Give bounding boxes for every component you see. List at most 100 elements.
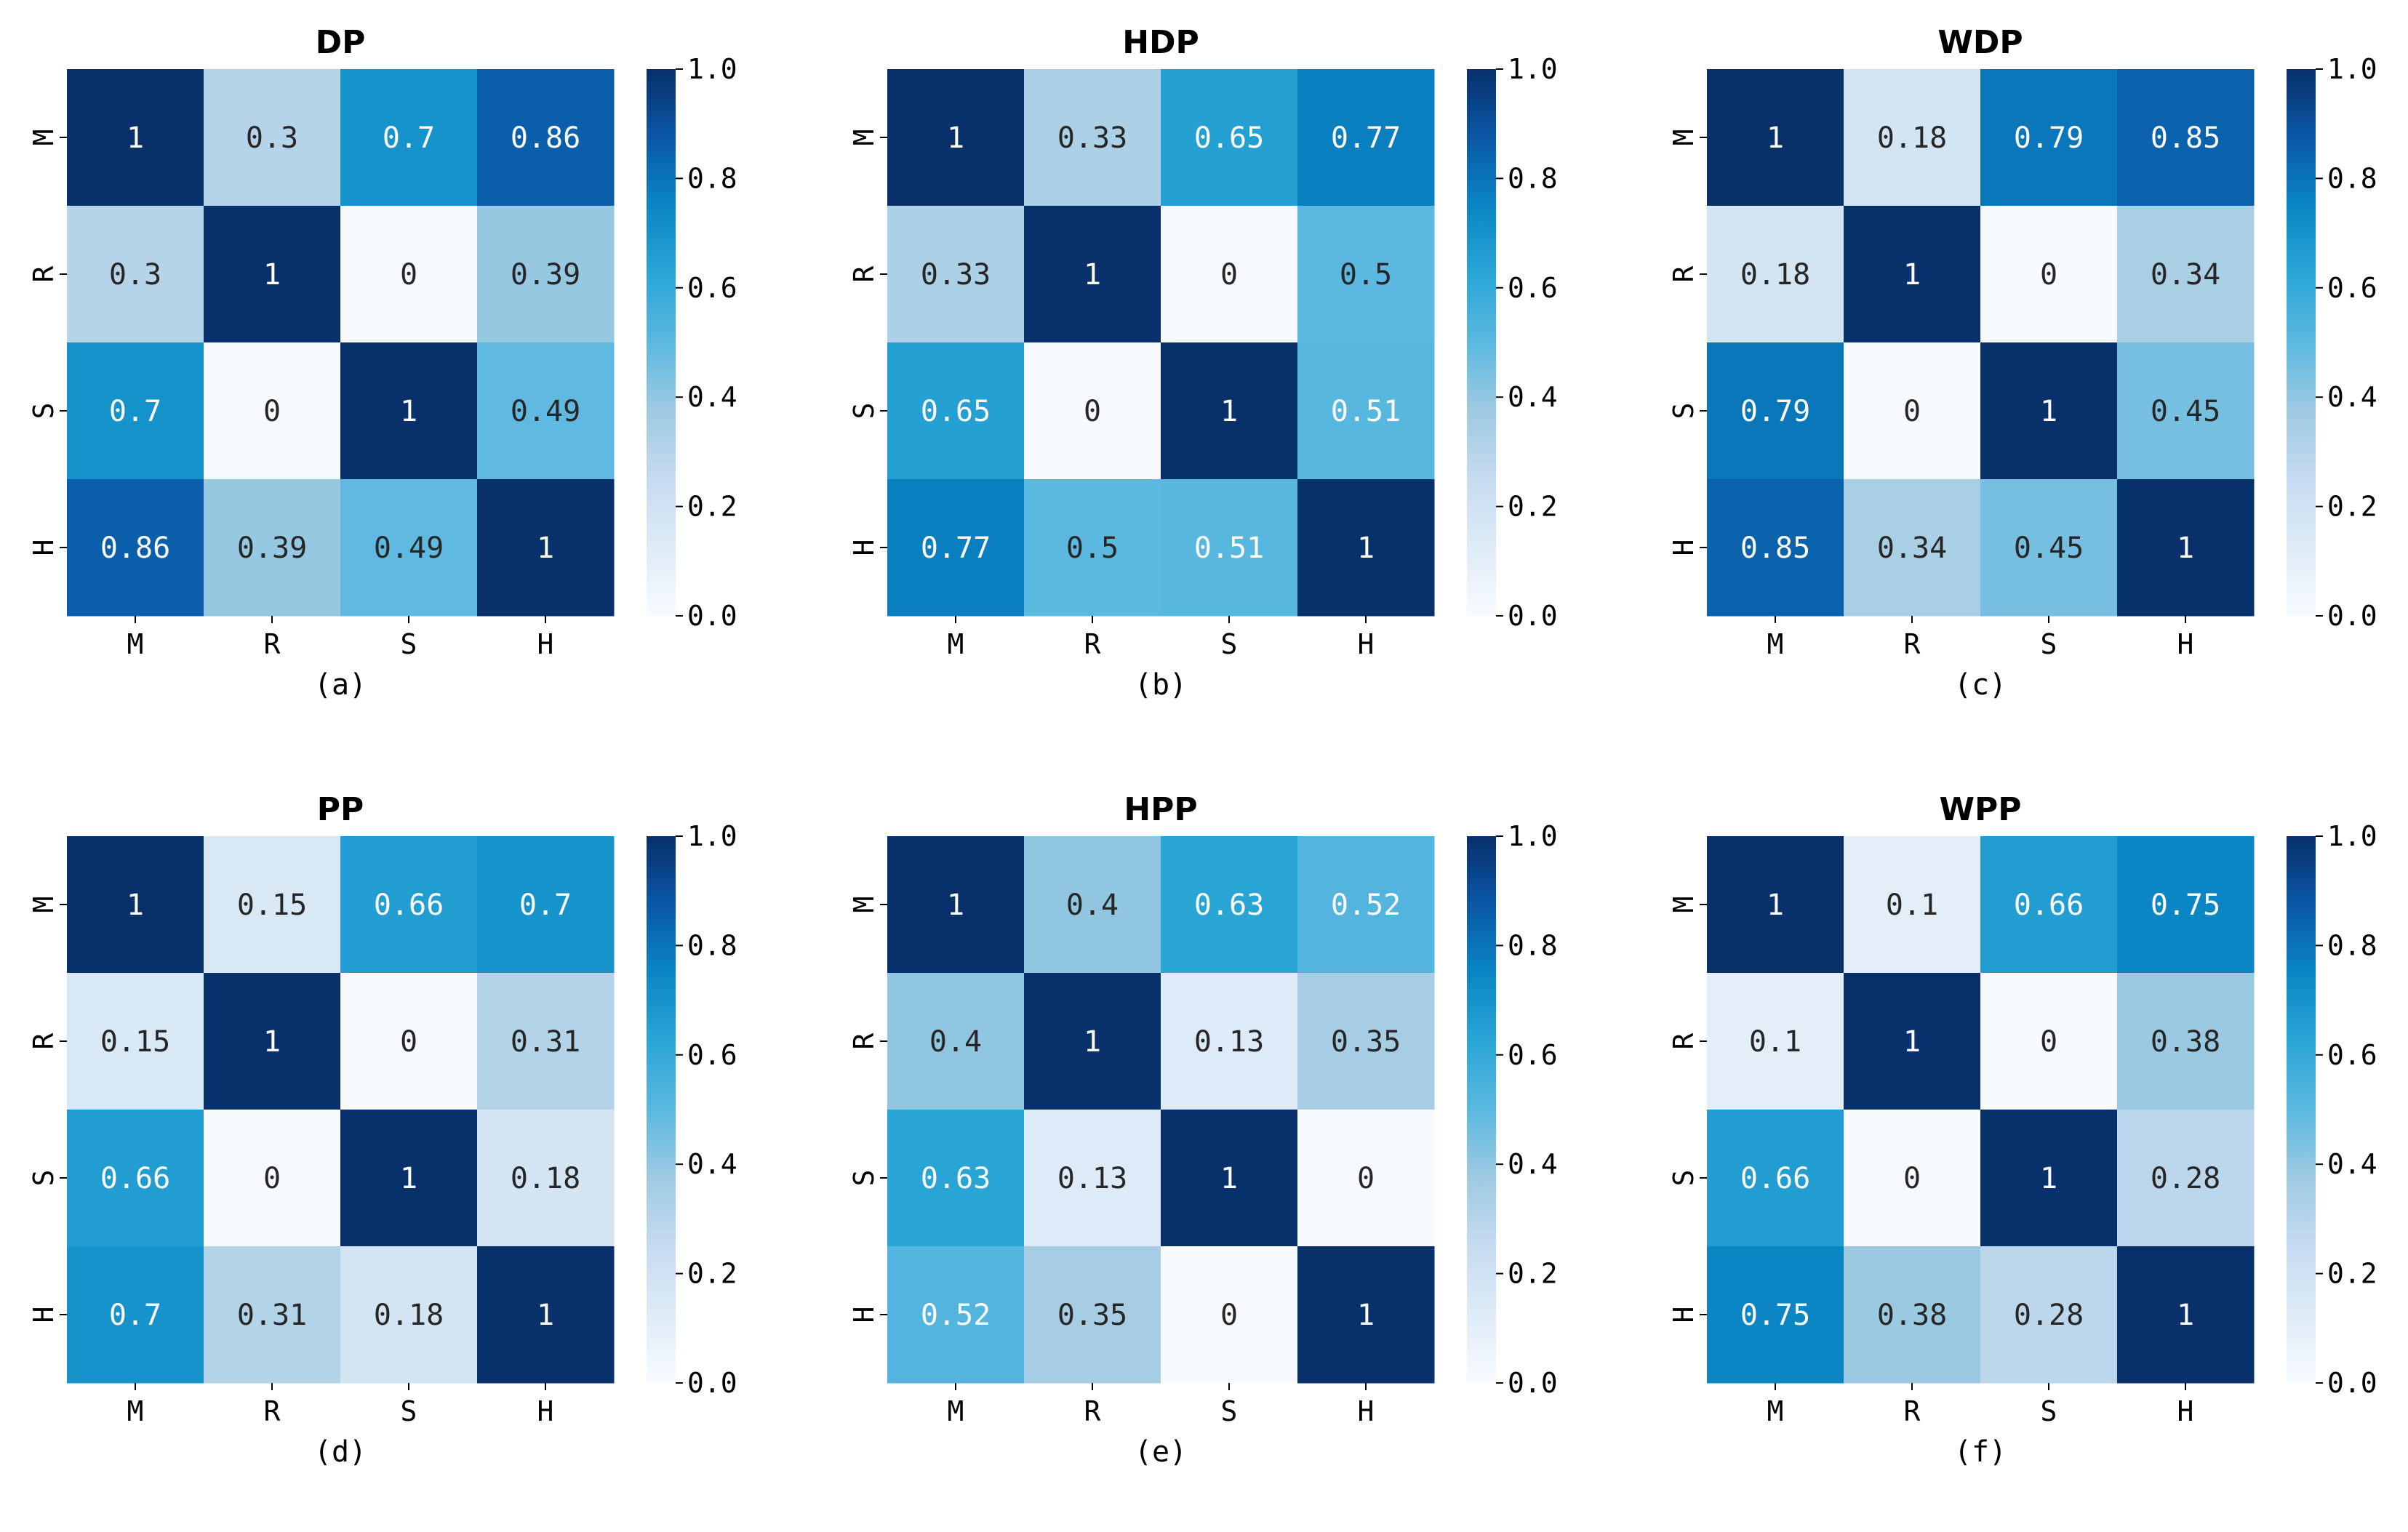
heatmap-cell <box>2117 973 2255 1110</box>
x-tick-label: S <box>401 1395 417 1427</box>
heatmap-cell <box>1980 342 2118 480</box>
x-tick-label: S <box>2041 1395 2057 1427</box>
heatmap-panel-c: WDP 1 0.18 0.79 0.85 0.18 1 0 0.34 0.79 0 1 0.45 0.85… <box>1668 24 2377 702</box>
heatmap-cell <box>887 973 1025 1110</box>
y-tick-label: H <box>848 540 880 556</box>
colorbar-tick-label: 0.2 <box>2327 1258 2377 1290</box>
heatmap-cell <box>340 206 478 343</box>
cell-value-label: 0.4 <box>929 1025 982 1059</box>
cell-value-label: 1 <box>2177 1299 2194 1332</box>
heatmap-cell <box>1297 342 1435 480</box>
colorbar-tick-label: 0.8 <box>687 162 737 194</box>
y-tick-label: S <box>28 1170 60 1187</box>
y-tick-label: M <box>28 129 60 146</box>
heatmap-cell <box>1161 1246 1298 1384</box>
heatmap-cell <box>1707 69 1844 206</box>
cell-value-label: 0 <box>1220 1299 1238 1332</box>
x-tick-label: R <box>1084 628 1101 660</box>
cell-value-label: 0.13 <box>1057 1162 1127 1195</box>
cell-value-label: 0.3 <box>246 121 298 155</box>
heatmap-cell <box>1297 206 1435 343</box>
cell-value-label: 0.86 <box>511 121 580 155</box>
x-tick-label: S <box>1221 1395 1238 1427</box>
colorbar-tick-label: 1.0 <box>687 53 737 85</box>
y-tick-label: S <box>1668 403 1700 420</box>
x-tick-label: H <box>537 628 554 660</box>
heatmap-panel-a: DP 1 0.3 0.7 0.86 0.3 1 0 0.39 0.7 0 1 0.49 0.86 0.39 0… <box>28 24 737 702</box>
colorbar-tick-label: 1.0 <box>687 820 737 852</box>
cell-value-label: 1 <box>127 889 144 922</box>
cell-value-label: 0.4 <box>1066 889 1119 922</box>
colorbar-tick-label: 0.2 <box>1508 1258 1558 1290</box>
cell-value-label: 1 <box>127 121 144 155</box>
cell-value-label: 0.65 <box>1194 121 1264 155</box>
y-tick-label: R <box>848 1032 880 1049</box>
colorbar-tick-label: 0.2 <box>1508 491 1558 523</box>
x-tick-label: M <box>127 628 144 660</box>
heatmap-cell <box>340 973 478 1110</box>
heatmap-cell <box>204 836 341 974</box>
heatmap-cell <box>477 69 615 206</box>
cell-value-label: 1 <box>1767 889 1784 922</box>
cell-value-label: 0.79 <box>1740 395 1810 428</box>
heatmap-cell <box>1707 1110 1844 1247</box>
subplot-label: (c) <box>1954 668 2007 702</box>
y-tick-label: R <box>28 265 60 282</box>
colorbar-tick-label: 1.0 <box>1508 820 1558 852</box>
cell-value-label: 1 <box>1220 1162 1238 1195</box>
cell-value-label: 0.3 <box>109 258 161 292</box>
heatmap-cell <box>1297 836 1435 974</box>
cell-value-label: 1 <box>1357 1299 1375 1332</box>
heatmap-cell <box>204 973 341 1110</box>
cell-value-label: 1 <box>537 532 554 565</box>
colorbar <box>2287 69 2316 616</box>
heatmap-cell <box>204 1246 341 1384</box>
x-tick-label: M <box>127 1395 144 1427</box>
cell-value-label: 0.33 <box>921 258 991 292</box>
heatmap-cell <box>1024 836 1161 974</box>
heatmap-cell <box>67 1110 204 1247</box>
heatmap-cell <box>67 206 204 343</box>
cell-value-label: 0.31 <box>511 1025 580 1059</box>
cell-value-label: 1 <box>1357 532 1375 565</box>
cell-value-label: 0.15 <box>237 889 307 922</box>
heatmap-cell <box>887 479 1025 617</box>
heatmap-cell <box>1707 206 1844 343</box>
heatmap-cell <box>1980 1246 2118 1384</box>
cell-value-label: 0.34 <box>2151 258 2220 292</box>
heatmap-cell <box>1161 836 1298 974</box>
heatmap-cell <box>1980 69 2118 206</box>
colorbar-tick-label: 0.8 <box>1508 929 1558 961</box>
y-tick-label: S <box>848 1170 880 1187</box>
heatmap-cell <box>340 69 478 206</box>
heatmap-cell <box>1980 1110 2118 1247</box>
heatmap-cell <box>1024 206 1161 343</box>
heatmap-cell <box>887 1110 1025 1247</box>
heatmap-cell <box>67 342 204 480</box>
cell-value-label: 0.7 <box>109 395 161 428</box>
heatmap-cell <box>1297 69 1435 206</box>
y-tick-label: M <box>28 897 60 913</box>
cell-value-label: 0.38 <box>2151 1025 2220 1059</box>
heatmap-cell <box>2117 1246 2255 1384</box>
colorbar-tick-label: 0.0 <box>687 600 737 632</box>
heatmap-cell <box>1707 973 1844 1110</box>
cell-value-label: 0.85 <box>1740 532 1810 565</box>
heatmap-cell <box>1707 1246 1844 1384</box>
cell-value-label: 0.39 <box>511 258 580 292</box>
cell-value-label: 0.5 <box>1066 532 1119 565</box>
colorbar-tick-label: 0.8 <box>1508 162 1558 194</box>
cell-value-label: 0.51 <box>1331 395 1401 428</box>
cell-value-label: 0.18 <box>1740 258 1810 292</box>
colorbar <box>1467 69 1496 616</box>
cell-value-label: 0.66 <box>1740 1162 1810 1195</box>
cell-value-label: 0.18 <box>511 1162 580 1195</box>
heatmap-cell <box>1844 836 1981 974</box>
y-tick-label: M <box>848 897 880 913</box>
x-tick-label: H <box>1358 1395 1375 1427</box>
y-tick-label: R <box>28 1032 60 1049</box>
cell-value-label: 0.75 <box>2151 889 2220 922</box>
y-tick-label: H <box>848 1307 880 1323</box>
heatmap-cell <box>1161 342 1298 480</box>
